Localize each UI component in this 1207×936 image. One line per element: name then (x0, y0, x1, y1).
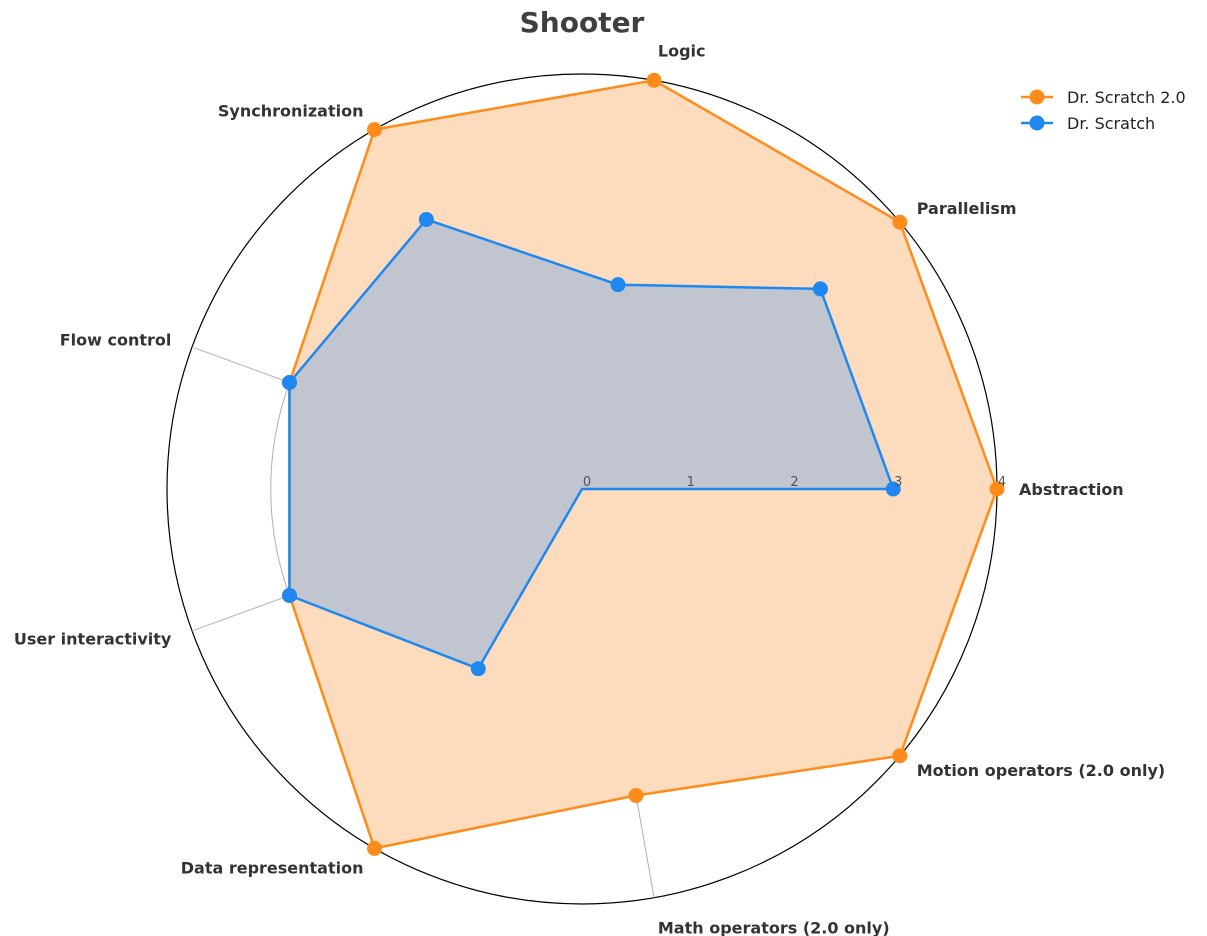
legend-marker (1029, 89, 1045, 105)
series-point-0-1 (892, 214, 908, 230)
radial-tick-label: 3 (894, 475, 902, 490)
axis-label: Synchronization (218, 102, 364, 121)
series-point-0-3 (367, 122, 382, 138)
series-area-1 (289, 219, 894, 669)
series-point-1-0 (885, 481, 901, 497)
axis-label: User interactivity (14, 629, 172, 648)
series-point-0-2 (646, 72, 662, 88)
legend: Dr. Scratch 2.0 Dr. Scratch (1021, 88, 1186, 133)
series-point-1-4 (282, 375, 298, 391)
legend-marker (1029, 115, 1045, 131)
axis-labels: Abstraction Parallelism Logic Synchronizati… (14, 42, 1165, 936)
series-point-0-6 (367, 840, 382, 856)
chart-title: Shooter (520, 6, 645, 39)
series-point-1-1 (812, 281, 828, 297)
series-point-1-6 (470, 661, 486, 677)
radial-tick-label: 0 (583, 475, 591, 490)
radial-tick-label: 1 (687, 475, 695, 490)
axis-label: Flow control (60, 331, 172, 350)
series-point-1-3 (418, 211, 434, 227)
legend-label: Dr. Scratch 2.0 (1067, 88, 1186, 107)
series-point-0-7 (628, 788, 644, 804)
radial-tick-label: 2 (790, 475, 798, 490)
axis-label: Motion operators (2.0 only) (917, 761, 1165, 780)
series-point-0-8 (892, 748, 908, 764)
legend-label: Dr. Scratch (1067, 114, 1155, 133)
axis-label: Logic (658, 42, 706, 61)
axis-label: Parallelism (917, 199, 1017, 218)
radial-tick-labels: 0 1 2 3 4 (583, 475, 1006, 490)
axis-label: Math operators (2.0 only) (658, 918, 890, 936)
series-point-1-5 (282, 587, 298, 603)
axis-label: Data representation (181, 858, 364, 877)
radial-tick-label: 4 (998, 475, 1006, 490)
axis-label: Abstraction (1019, 480, 1124, 499)
series-point-1-2 (610, 277, 626, 293)
series-layer (282, 72, 1005, 856)
series-point-0-0 (989, 481, 1005, 497)
